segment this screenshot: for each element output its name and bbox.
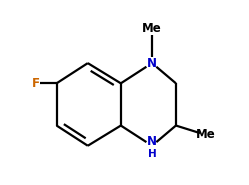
Text: N: N [147, 135, 157, 148]
Text: F: F [32, 77, 40, 90]
Text: Me: Me [142, 22, 162, 35]
Text: Me: Me [195, 128, 215, 141]
Text: N: N [147, 57, 157, 70]
Text: H: H [148, 149, 156, 159]
